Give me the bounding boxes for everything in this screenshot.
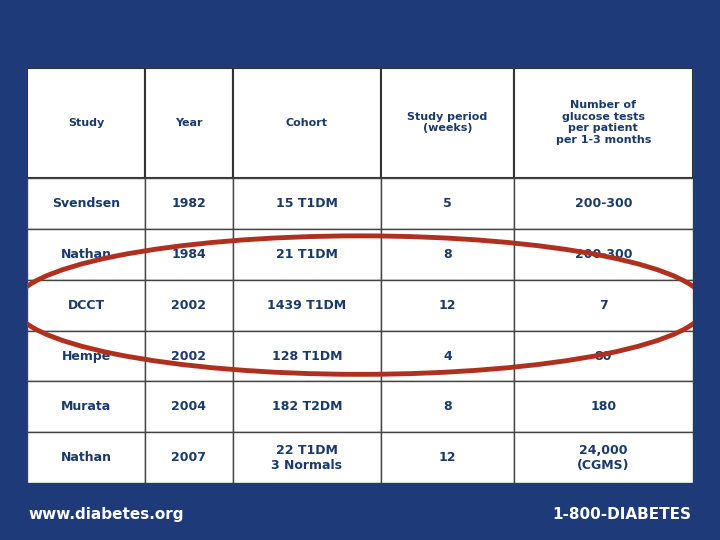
FancyBboxPatch shape xyxy=(233,381,381,433)
FancyBboxPatch shape xyxy=(233,330,381,381)
FancyBboxPatch shape xyxy=(381,229,514,280)
Text: 182 T2DM: 182 T2DM xyxy=(271,401,342,414)
Text: DCCT: DCCT xyxy=(68,299,105,312)
Text: 128 T1DM: 128 T1DM xyxy=(271,349,342,362)
FancyBboxPatch shape xyxy=(233,178,381,229)
Text: www.diabetes.org: www.diabetes.org xyxy=(29,507,184,522)
Text: 4: 4 xyxy=(443,349,452,362)
FancyBboxPatch shape xyxy=(514,280,693,330)
Text: 21 T1DM: 21 T1DM xyxy=(276,248,338,261)
FancyBboxPatch shape xyxy=(514,68,693,178)
FancyBboxPatch shape xyxy=(514,178,693,229)
FancyBboxPatch shape xyxy=(145,178,233,229)
Text: 1-800-DIABETES: 1-800-DIABETES xyxy=(552,507,691,522)
FancyBboxPatch shape xyxy=(381,280,514,330)
Text: 12: 12 xyxy=(438,451,456,464)
Text: 200-300: 200-300 xyxy=(575,248,632,261)
FancyBboxPatch shape xyxy=(145,433,233,483)
Text: 2007: 2007 xyxy=(171,451,207,464)
FancyBboxPatch shape xyxy=(514,229,693,280)
FancyBboxPatch shape xyxy=(233,229,381,280)
FancyBboxPatch shape xyxy=(233,280,381,330)
Text: 1984: 1984 xyxy=(171,248,207,261)
FancyBboxPatch shape xyxy=(27,433,145,483)
FancyBboxPatch shape xyxy=(27,178,145,229)
Text: 180: 180 xyxy=(590,401,616,414)
FancyBboxPatch shape xyxy=(145,381,233,433)
Text: Svendsen: Svendsen xyxy=(53,197,120,210)
Text: 5: 5 xyxy=(443,197,452,210)
FancyBboxPatch shape xyxy=(381,330,514,381)
Text: Study: Study xyxy=(68,118,104,127)
Text: 2004: 2004 xyxy=(171,401,207,414)
FancyBboxPatch shape xyxy=(381,68,514,178)
FancyBboxPatch shape xyxy=(514,433,693,483)
Text: 12: 12 xyxy=(438,299,456,312)
FancyBboxPatch shape xyxy=(27,68,145,178)
FancyBboxPatch shape xyxy=(233,433,381,483)
FancyBboxPatch shape xyxy=(27,280,145,330)
FancyBboxPatch shape xyxy=(145,280,233,330)
FancyBboxPatch shape xyxy=(27,330,145,381)
Text: Cohort: Cohort xyxy=(286,118,328,127)
Text: 24,000
(CGMS): 24,000 (CGMS) xyxy=(577,444,629,472)
FancyBboxPatch shape xyxy=(233,68,381,178)
Text: 80: 80 xyxy=(595,349,612,362)
Text: 7: 7 xyxy=(599,299,608,312)
FancyBboxPatch shape xyxy=(145,330,233,381)
Text: 8: 8 xyxy=(443,248,451,261)
Text: 22 T1DM
3 Normals: 22 T1DM 3 Normals xyxy=(271,444,342,472)
FancyBboxPatch shape xyxy=(514,330,693,381)
Text: Hempe: Hempe xyxy=(62,349,111,362)
Text: 8: 8 xyxy=(443,401,451,414)
FancyBboxPatch shape xyxy=(381,433,514,483)
Text: 15 T1DM: 15 T1DM xyxy=(276,197,338,210)
Text: Year: Year xyxy=(175,118,202,127)
Text: 1982: 1982 xyxy=(171,197,207,210)
FancyBboxPatch shape xyxy=(381,381,514,433)
FancyBboxPatch shape xyxy=(27,381,145,433)
FancyBboxPatch shape xyxy=(514,381,693,433)
Text: 200-300: 200-300 xyxy=(575,197,632,210)
FancyBboxPatch shape xyxy=(145,68,233,178)
Text: Nathan: Nathan xyxy=(60,248,112,261)
Text: Murata: Murata xyxy=(61,401,112,414)
FancyBboxPatch shape xyxy=(27,229,145,280)
FancyBboxPatch shape xyxy=(27,68,693,483)
Text: Study period
(weeks): Study period (weeks) xyxy=(408,112,487,133)
Text: 2002: 2002 xyxy=(171,299,207,312)
FancyBboxPatch shape xyxy=(145,229,233,280)
FancyBboxPatch shape xyxy=(381,178,514,229)
Text: Number of
glucose tests
per patient
per 1-3 months: Number of glucose tests per patient per … xyxy=(556,100,651,145)
Text: Nathan: Nathan xyxy=(60,451,112,464)
Text: 2002: 2002 xyxy=(171,349,207,362)
Text: 1439 T1DM: 1439 T1DM xyxy=(267,299,346,312)
